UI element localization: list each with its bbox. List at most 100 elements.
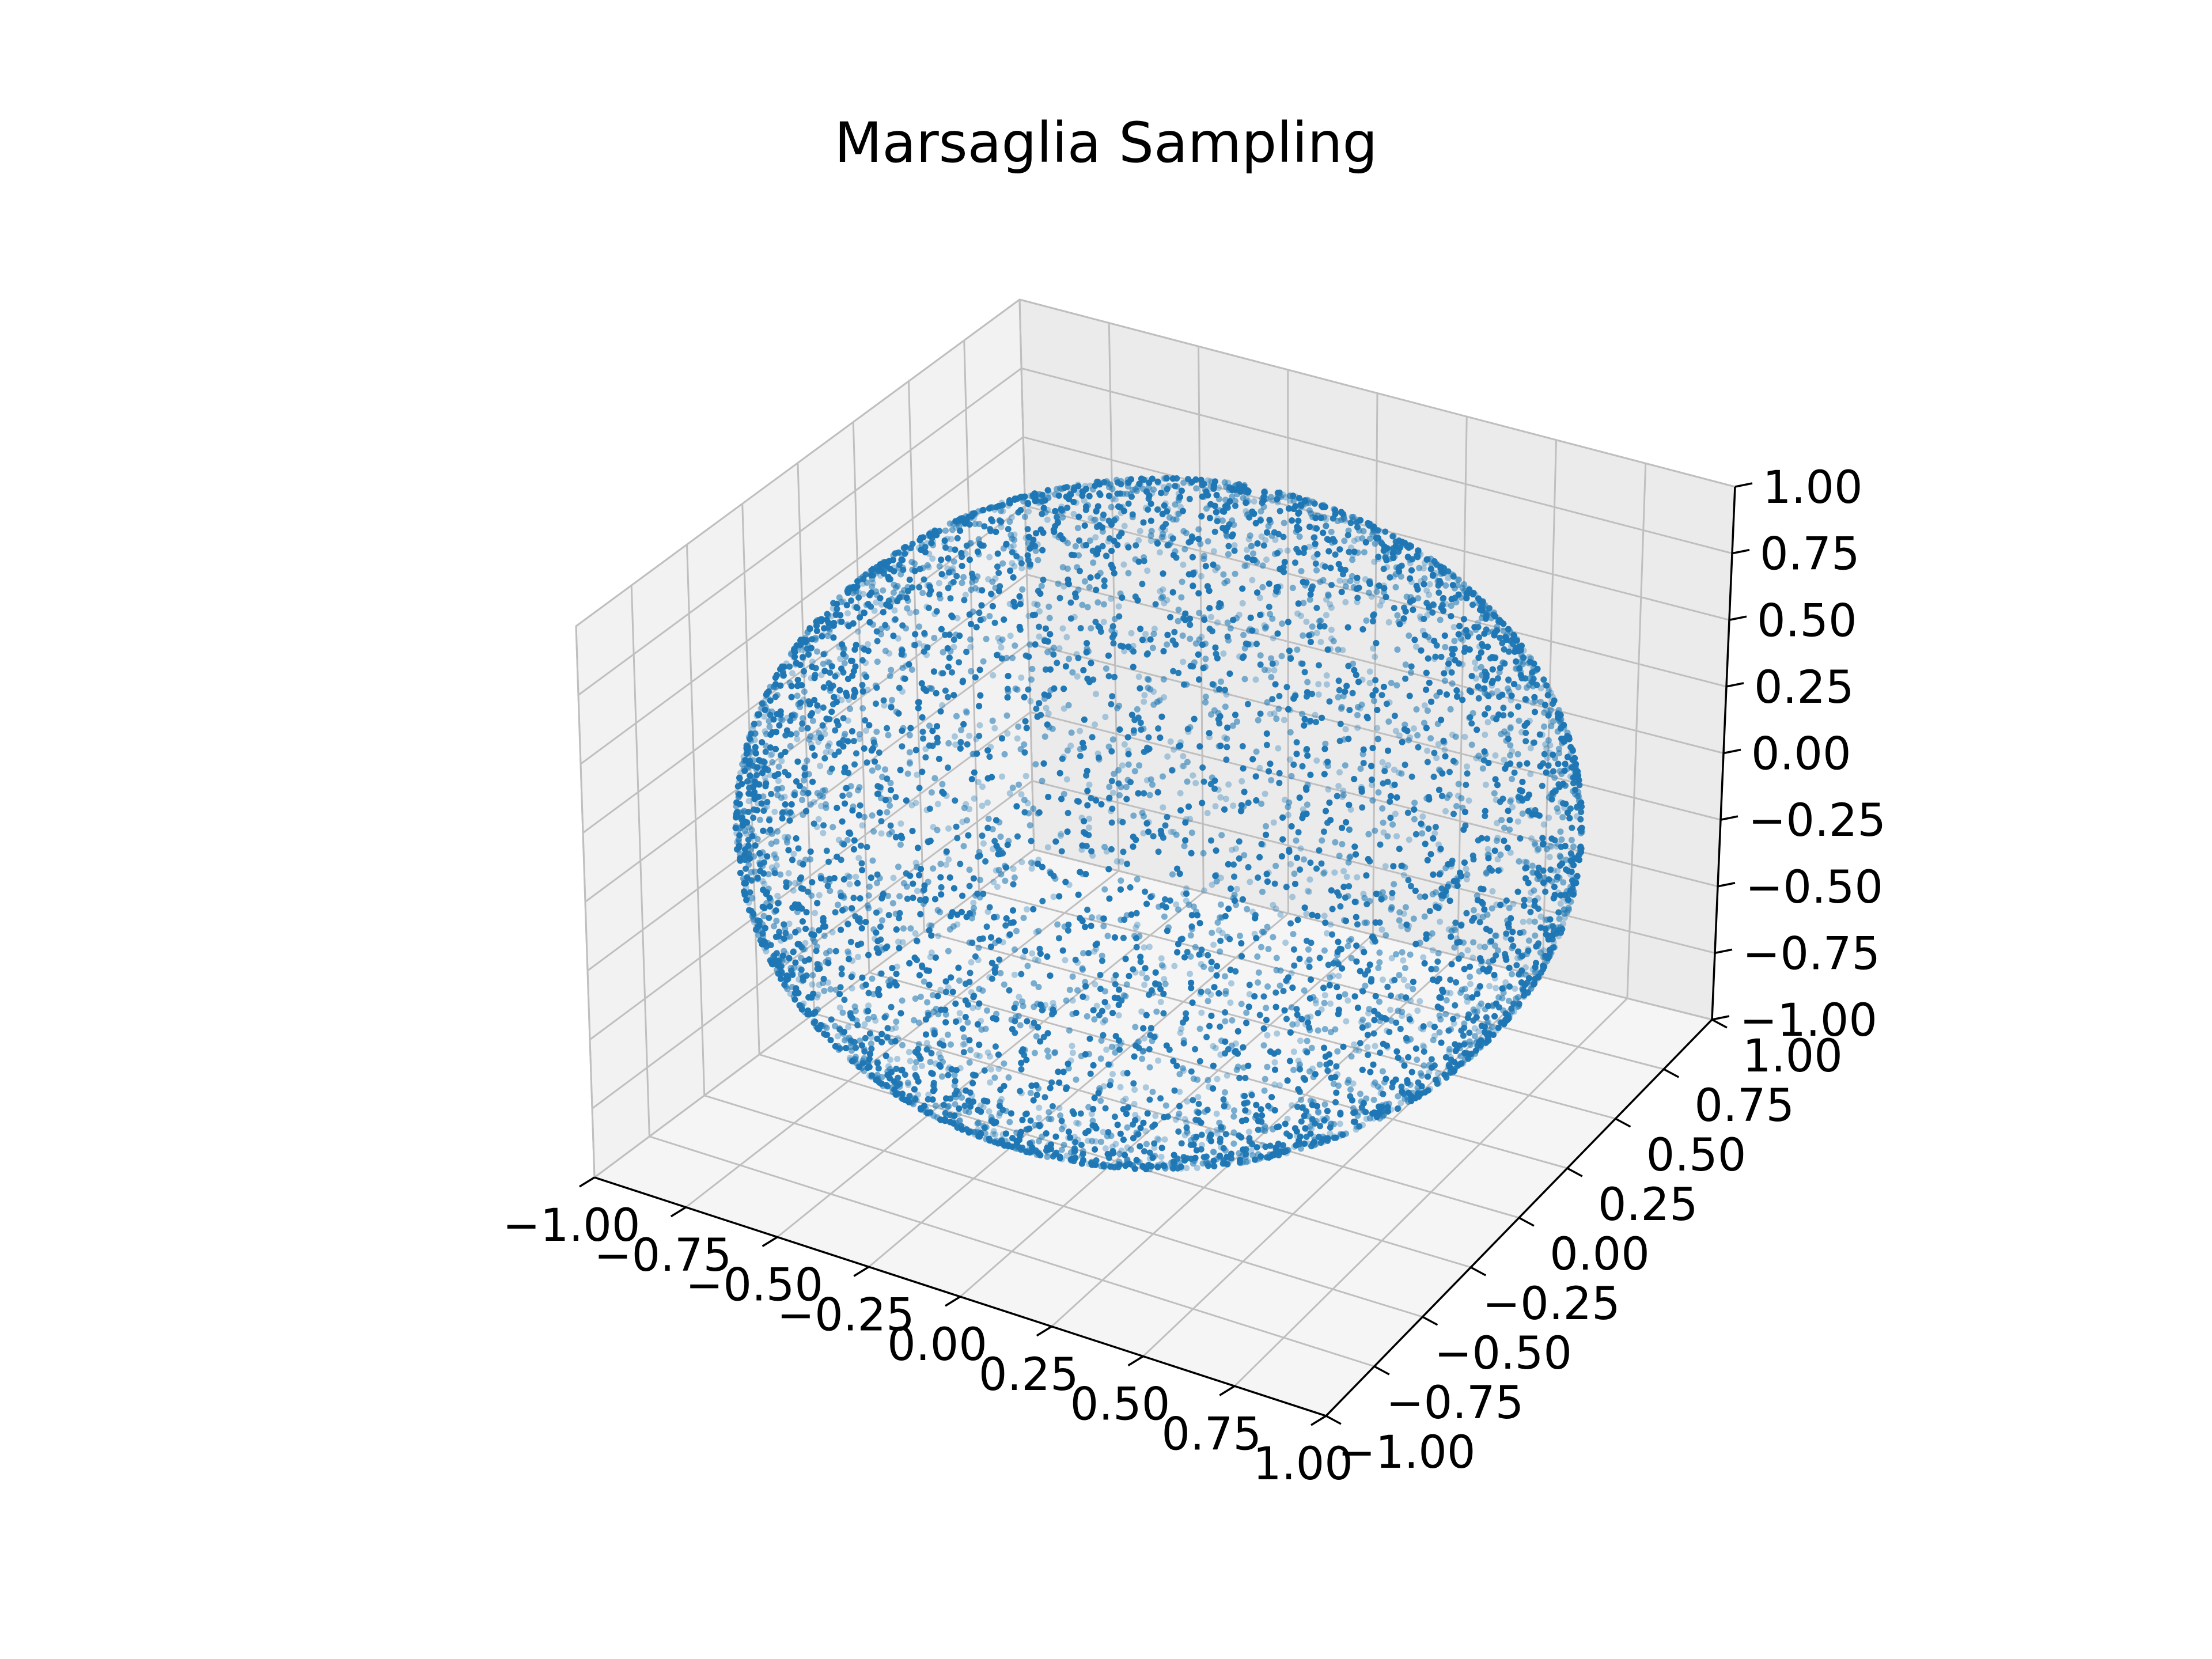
scatter-point xyxy=(1510,942,1517,949)
scatter-point xyxy=(984,908,991,915)
scatter-point xyxy=(1147,1026,1154,1033)
scatter-point xyxy=(1021,749,1028,756)
scatter-point xyxy=(1214,515,1221,522)
scatter-point xyxy=(778,757,785,764)
x-grid-back xyxy=(1541,440,1557,978)
scatter-point xyxy=(887,822,894,829)
scatter-point xyxy=(1354,724,1361,731)
scatter-point xyxy=(1520,918,1527,925)
scatter-point xyxy=(1441,747,1448,753)
scatter-point xyxy=(1555,909,1562,916)
scatter-point xyxy=(996,956,1003,963)
scatter-point xyxy=(922,754,929,761)
scatter-point xyxy=(1547,843,1554,850)
scatter-point xyxy=(1360,760,1367,767)
scatter-point xyxy=(994,563,1001,570)
scatter-point xyxy=(1011,971,1018,978)
scatter-point xyxy=(1186,495,1193,502)
scatter-point xyxy=(1321,869,1328,876)
scatter-point xyxy=(1407,998,1414,1005)
scatter-point xyxy=(1340,868,1347,874)
scatter-point xyxy=(850,738,857,744)
scatter-point xyxy=(753,772,760,779)
scatter-point xyxy=(1365,967,1372,974)
scatter-point xyxy=(986,554,993,560)
scatter-point xyxy=(1423,587,1430,594)
scatter-point xyxy=(1306,543,1313,550)
scatter-point xyxy=(1335,677,1342,684)
scatter-point xyxy=(923,1040,930,1047)
scatter-point xyxy=(1180,658,1187,665)
scatter-point xyxy=(1161,1136,1168,1143)
scatter-point xyxy=(1161,600,1168,607)
scatter-point xyxy=(1029,950,1036,957)
scatter-point xyxy=(1503,930,1510,937)
scatter-point xyxy=(1363,901,1370,908)
scatter-point xyxy=(1378,692,1385,699)
scatter-point xyxy=(1239,600,1246,607)
scatter-point xyxy=(1354,536,1361,543)
scatter-point xyxy=(1500,712,1507,719)
scatter-point xyxy=(1521,858,1528,865)
scatter-point xyxy=(1112,1141,1119,1147)
scatter-point xyxy=(995,570,1002,577)
scatter-point xyxy=(840,646,847,653)
scatter-point xyxy=(1402,762,1408,768)
scatter-point xyxy=(1093,1002,1100,1009)
scatter-point xyxy=(873,628,880,635)
scatter-point xyxy=(1088,795,1094,802)
scatter-point xyxy=(786,921,793,927)
scatter-point xyxy=(1128,630,1135,637)
z-grid-back xyxy=(1025,505,1727,688)
scatter-point xyxy=(1219,930,1226,937)
scatter-point xyxy=(1256,764,1263,771)
scatter-point xyxy=(1236,1074,1243,1081)
scatter-point xyxy=(1442,808,1449,815)
scatter-point xyxy=(895,938,902,945)
scatter-point xyxy=(1287,861,1294,868)
scatter-point xyxy=(801,668,807,675)
scatter-point xyxy=(1002,922,1009,929)
scatter-point xyxy=(1471,1025,1478,1032)
scatter-point xyxy=(1140,830,1147,836)
scatter-point xyxy=(1256,594,1263,601)
scatter-point xyxy=(1147,1032,1154,1039)
scatter-point xyxy=(1403,1035,1410,1041)
scatter-point xyxy=(1170,668,1177,675)
scatter-point xyxy=(1321,912,1328,919)
scatter-point xyxy=(1328,635,1335,642)
scatter-point xyxy=(804,888,811,895)
scatter-point xyxy=(1157,999,1164,1005)
scatter-point xyxy=(1328,582,1335,589)
scatter-point xyxy=(1217,937,1224,944)
scatter-point xyxy=(855,628,862,635)
scatter-point xyxy=(1100,619,1107,626)
scatter-point xyxy=(1010,881,1017,888)
scatter-point xyxy=(1184,726,1191,733)
scatter-point xyxy=(801,772,808,779)
scatter-point xyxy=(1255,874,1262,881)
scatter-point xyxy=(983,923,990,930)
scatter-point xyxy=(787,718,794,724)
scatter-point xyxy=(1120,561,1127,568)
scatter-point xyxy=(1408,663,1415,670)
scatter-point xyxy=(810,799,817,806)
scatter-point xyxy=(1368,593,1375,600)
scatter-point xyxy=(945,694,951,700)
scatter-point xyxy=(1357,705,1363,712)
scatter-point xyxy=(880,697,887,704)
scatter-point xyxy=(992,1043,999,1050)
scatter-point xyxy=(1303,910,1310,917)
scatter-point xyxy=(1376,527,1383,534)
scatter-point xyxy=(1336,769,1343,776)
scatter-point xyxy=(1464,998,1471,1005)
scatter-point xyxy=(1154,1135,1161,1142)
scatter-point xyxy=(1284,1115,1291,1122)
scatter-point xyxy=(937,986,944,993)
scatter-point xyxy=(1466,1029,1473,1036)
scatter-point xyxy=(928,1050,935,1056)
scatter-point xyxy=(985,576,992,583)
scatter-point xyxy=(1248,1092,1255,1099)
scatter-point xyxy=(1169,767,1176,774)
scatter-point xyxy=(1260,993,1267,1000)
